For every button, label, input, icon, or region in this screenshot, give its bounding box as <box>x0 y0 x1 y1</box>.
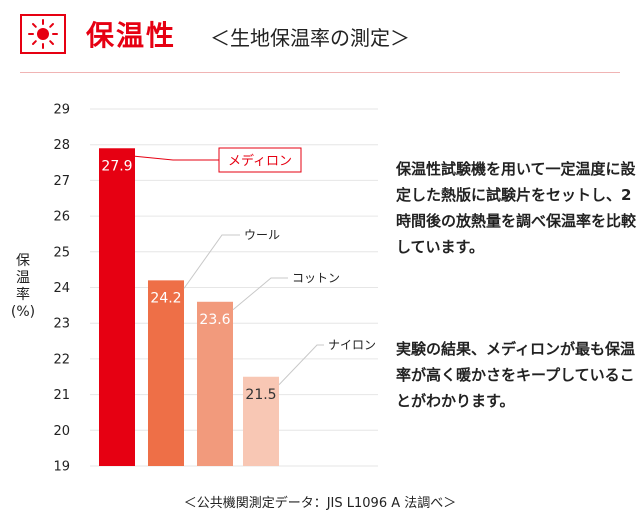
data-label: 27.9 <box>101 158 132 174</box>
category-label: メディロン <box>228 153 292 169</box>
category-label: コットン <box>292 271 340 285</box>
y-tick-label: 21 <box>53 388 70 403</box>
header-divider <box>20 72 620 73</box>
data-label: 24.2 <box>150 290 181 306</box>
y-tick-label: 19 <box>53 460 70 475</box>
data-label: 23.6 <box>199 312 230 328</box>
y-axis-label-line: 温 <box>16 270 30 286</box>
category-label: ナイロン <box>328 338 376 352</box>
y-tick-label: 23 <box>53 317 70 332</box>
y-tick-label: 22 <box>53 352 70 367</box>
y-axis-label-line: 保 <box>16 253 30 269</box>
data-label: 21.5 <box>245 387 276 403</box>
y-axis-label-line: 率 <box>16 287 30 303</box>
y-axis-label: 保 温 率 (%) <box>10 253 36 321</box>
page-subtitle: ＜生地保温率の測定＞ <box>210 26 410 50</box>
y-tick-label: 26 <box>53 210 70 225</box>
description-paragraph-1: 保温性試験機を用いて一定温度に設定した熱版に試験片をセットし、2時間後の放熱量を… <box>396 160 637 256</box>
leader-line <box>134 155 219 161</box>
sun-icon <box>20 14 66 54</box>
leader-line <box>183 234 240 289</box>
data-source-note: ＜公共機関測定データ：JIS L1096 A 法調べ＞ <box>183 496 457 511</box>
description-paragraph-2: 実験の結果、メディロンが最も保温率が高く暖かさをキープしていることがわかります。 <box>396 340 635 410</box>
y-tick-label: 28 <box>53 138 70 153</box>
y-tick-label: 20 <box>53 424 70 439</box>
leader-line <box>278 344 324 386</box>
bar-chart: 19 20 21 22 23 24 25 26 27 28 29 27.9 メディロン 24.2 ウール 23… <box>53 103 378 475</box>
y-tick-label: 24 <box>53 281 70 296</box>
page-title: 保温性 <box>86 19 177 52</box>
category-label: ウール <box>244 228 280 242</box>
bar <box>148 280 184 466</box>
bar <box>243 376 279 466</box>
y-axis-label-line: (%) <box>10 304 36 320</box>
highlight-label-box <box>218 147 302 173</box>
y-tick-label: 29 <box>53 103 70 118</box>
leader-line <box>232 277 288 311</box>
bar <box>99 148 135 466</box>
bar <box>197 301 233 466</box>
header: 保温性 ＜生地保温率の測定＞ <box>0 0 640 66</box>
y-tick-label: 25 <box>53 245 70 260</box>
y-tick-label: 27 <box>53 174 70 189</box>
